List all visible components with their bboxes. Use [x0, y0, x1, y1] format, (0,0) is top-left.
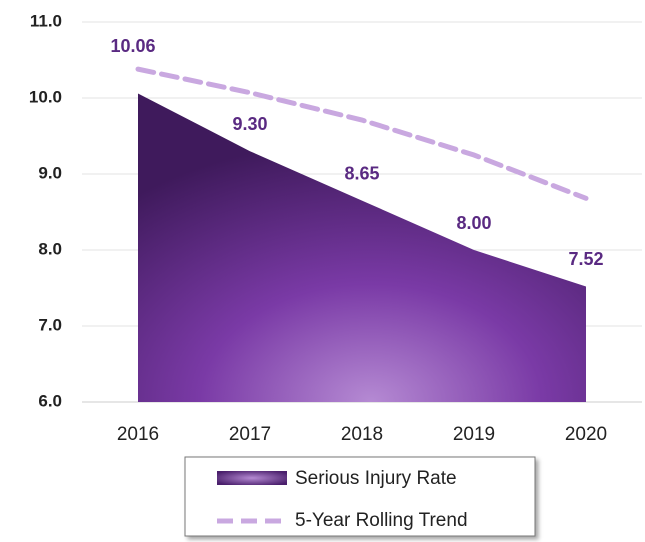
y-tick-label: 11.0 — [30, 11, 62, 30]
legend-swatch — [217, 471, 287, 485]
x-tick-label: 2019 — [453, 424, 495, 445]
x-tick-label: 2018 — [341, 424, 383, 445]
data-label: 8.65 — [344, 163, 379, 183]
x-tick-label: 2020 — [565, 424, 607, 445]
data-label: 10.06 — [110, 36, 155, 56]
y-tick-label: 10.0 — [29, 87, 62, 106]
area — [138, 93, 586, 402]
x-tick-label: 2016 — [117, 424, 159, 445]
legend-label: 5-Year Rolling Trend — [295, 510, 468, 531]
trend-line — [135, 66, 589, 201]
y-tick-label: 7.0 — [38, 315, 62, 334]
y-tick-label: 9.0 — [38, 163, 62, 182]
legend-label: Serious Injury Rate — [295, 468, 457, 489]
y-tick-label: 6.0 — [38, 391, 62, 410]
data-label: 8.00 — [456, 213, 491, 233]
data-label: 9.30 — [232, 114, 267, 134]
y-tick-label: 8.0 — [38, 239, 62, 258]
data-label: 7.52 — [568, 249, 603, 269]
x-tick-label: 2017 — [229, 424, 271, 445]
